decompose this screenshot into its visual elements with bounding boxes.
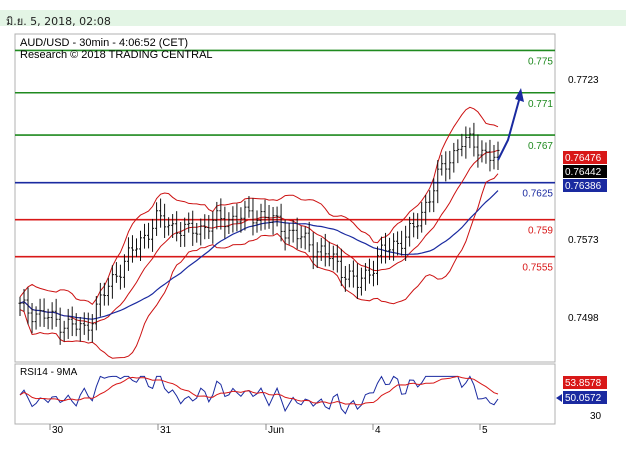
date-label: 30 [52, 425, 64, 436]
moving-average [19, 190, 499, 320]
rsi-panel-frame [14, 363, 556, 425]
rsi-badge-bg [563, 376, 607, 389]
level-label: 0.7625 [522, 189, 553, 200]
rsi-lines [19, 375, 499, 415]
datetime-label: มิ.ย. 5, 2018, 02:08 [6, 15, 111, 28]
price-panel-frame [14, 33, 556, 363]
upper-band [19, 106, 499, 305]
level-label: 0.775 [528, 56, 553, 67]
price-badge-label: 0.76476 [565, 153, 602, 164]
axis-labels: 0.7723 0.7573 0.7498 0.76476 0.76442 0.76386 3… [49, 75, 607, 436]
forecast-arrow-head [515, 88, 524, 102]
chart-title: AUD/USD - 30min - 4:06:52 (CET) [20, 37, 188, 49]
rsi-line [19, 375, 499, 415]
middle-band [19, 149, 499, 324]
rsi-ma-line [19, 375, 499, 406]
rsi-badge-label: 53.8578 [565, 378, 602, 389]
status-bar: มิ.ย. 5, 2018, 02:08 [0, 10, 626, 28]
price-tick-label: 0.7723 [568, 75, 599, 86]
rsi-pointer-icon [556, 394, 562, 402]
price-tick-label: 0.7498 [568, 313, 599, 324]
price-badge-label: 0.76386 [565, 181, 602, 192]
level-label: 0.771 [528, 99, 553, 110]
candlesticks [18, 122, 500, 345]
date-label: 31 [160, 425, 172, 436]
rsi-badge-label: 50.0572 [565, 393, 602, 404]
price-badge-bg [563, 165, 607, 178]
price-badge-label: 0.76442 [565, 167, 602, 178]
level-label: 0.7555 [522, 263, 553, 274]
rsi-badge-bg [563, 391, 607, 404]
date-label: Jun [268, 425, 284, 436]
price-badge-bg [563, 179, 607, 192]
bollinger-bands [19, 106, 499, 359]
level-label: 0.759 [528, 226, 553, 237]
lower-band [19, 173, 499, 359]
date-label: 5 [482, 425, 488, 436]
price-badge-bg [563, 151, 607, 164]
chart-subtitle: Research © 2018 TRADING CENTRAL [20, 49, 213, 61]
rsi-tick-label: 30 [590, 411, 602, 422]
forecast-arrow-line [497, 92, 522, 161]
date-label: 4 [375, 425, 381, 436]
rsi-title: RSI14 - 9MA [20, 367, 78, 378]
price-tick-label: 0.7573 [568, 235, 599, 246]
slow-ma-line [19, 190, 499, 320]
forecast-arrow [497, 88, 524, 161]
support-resistance-levels: 0.775 0.771 0.767 0.7625 0.759 0.7555 [15, 49, 555, 274]
level-label: 0.767 [528, 141, 553, 152]
